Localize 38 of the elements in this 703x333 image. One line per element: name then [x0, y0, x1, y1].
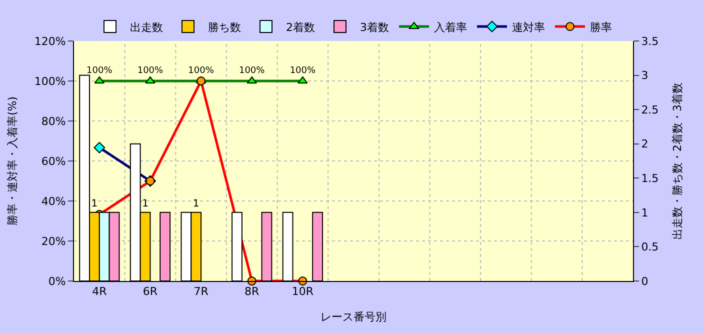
- y-tick-label: 60%: [41, 154, 66, 168]
- y2-tick-label: 3: [641, 69, 648, 82]
- y2-tick-label: 2.5: [641, 103, 659, 116]
- data-label: 1: [192, 198, 200, 210]
- y-tick-label: 20%: [41, 234, 66, 248]
- legend-label: 出走数: [130, 20, 163, 34]
- data-label: 100%: [137, 66, 164, 76]
- y-axis-title: 勝率・連対率・入着率(%): [6, 96, 19, 226]
- legend-label: 3着数: [360, 20, 389, 34]
- x-tick-label: 6R: [142, 285, 158, 298]
- x-axis-title: レース番号別: [320, 310, 386, 324]
- y-tick-label: 120%: [34, 34, 66, 48]
- y2-tick-label: 0.5: [641, 240, 659, 254]
- legend-label: 2着数: [286, 20, 315, 34]
- legend-label: 勝率: [590, 20, 612, 34]
- x-tick-label: 8R: [244, 285, 260, 298]
- y-tick-label: 40%: [41, 194, 66, 208]
- legend-label: 入着率: [434, 20, 467, 34]
- y2-tick-label: 1: [641, 206, 648, 220]
- y2-axis-title: 出走数・勝ち数・2着数・3着数: [670, 82, 684, 240]
- y-tick-label: 100%: [34, 74, 66, 88]
- y2-tick-label: 1.5: [641, 172, 659, 185]
- x-tick-label: 7R: [194, 285, 209, 298]
- data-label: 1: [142, 198, 148, 210]
- legend-label: 連対率: [512, 20, 545, 34]
- data-label: 100%: [86, 66, 113, 76]
- legend-label: 勝ち数: [208, 20, 241, 34]
- y-tick-label: 0%: [48, 274, 66, 288]
- x-tick-label: 10R: [292, 285, 314, 298]
- y-tick-label: 80%: [41, 114, 66, 128]
- data-label: 100%: [290, 66, 316, 76]
- y2-tick-label: 0: [641, 274, 648, 288]
- x-tick-label: 4R: [92, 285, 108, 298]
- data-label: 100%: [238, 66, 266, 76]
- data-label: 100%: [188, 66, 214, 76]
- data-label: 1: [91, 198, 98, 210]
- y2-tick-label: 3.5: [641, 34, 659, 48]
- y2-tick-label: 2: [641, 138, 648, 151]
